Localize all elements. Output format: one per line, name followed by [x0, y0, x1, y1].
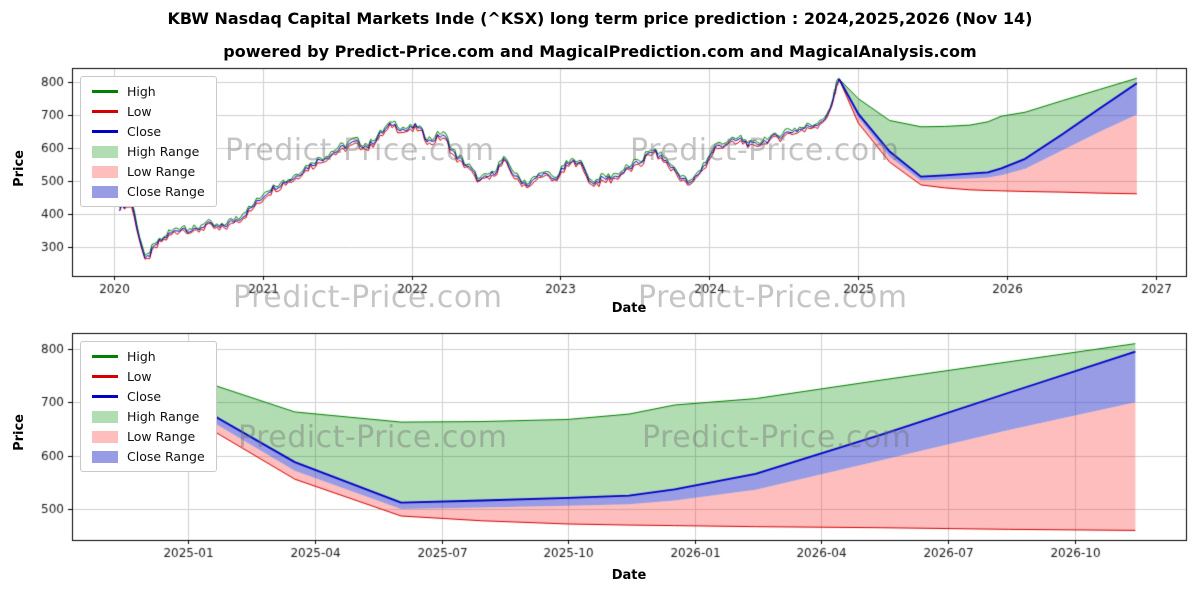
legend-swatch-close	[92, 395, 118, 398]
legend-item-low: Low	[92, 104, 205, 119]
legend-item-low: Low	[92, 369, 205, 384]
legend-swatch-low-range	[92, 430, 118, 443]
legend-label: Low	[127, 369, 152, 384]
legend-swatch-low-range	[92, 165, 118, 178]
legend-swatch-low	[92, 110, 118, 113]
legend-item-high-range: High Range	[92, 409, 205, 424]
legend-label: Close Range	[127, 184, 205, 199]
legend-swatch-close-range	[92, 185, 118, 198]
legend-item-close-range: Close Range	[92, 184, 205, 199]
legend-label: Close	[127, 389, 162, 404]
legend-swatch-high	[92, 90, 118, 93]
legend-label: Low Range	[127, 164, 196, 179]
legend-label: High Range	[127, 144, 200, 159]
legend-item-close-range: Close Range	[92, 449, 205, 464]
legend-overview: High Low Close High Range Low Range Close Ran…	[80, 76, 217, 207]
legend-label: Low	[127, 104, 152, 119]
chart-title: KBW Nasdaq Capital Markets Inde (^KSX) l…	[167, 9, 1033, 28]
y-axis-label-overview: Price	[12, 150, 27, 187]
legend-item-high: High	[92, 349, 205, 364]
legend-swatch-close	[92, 130, 118, 133]
legend-label: Close Range	[127, 449, 205, 464]
legend-label: High Range	[127, 409, 200, 424]
legend-label: Close	[127, 124, 162, 139]
legend-item-high-range: High Range	[92, 144, 205, 159]
legend-swatch-low	[92, 375, 118, 378]
y-axis-label-forecast: Price	[12, 414, 27, 451]
legend-label: High	[127, 349, 156, 364]
chart-subtitle: powered by Predict-Price.com and Magical…	[223, 42, 977, 61]
legend-label: Low Range	[127, 429, 196, 444]
legend-swatch-close-range	[92, 450, 118, 463]
x-axis-label-forecast: Date	[611, 568, 647, 583]
x-axis-label-overview: Date	[611, 301, 647, 316]
legend-item-low-range: Low Range	[92, 164, 205, 179]
legend-item-low-range: Low Range	[92, 429, 205, 444]
legend-item-close: Close	[92, 124, 205, 139]
legend-swatch-high-range	[92, 145, 118, 158]
legend-forecast: High Low Close High Range Low Range Close Ran…	[80, 341, 217, 472]
legend-swatch-high-range	[92, 410, 118, 423]
legend-swatch-high	[92, 355, 118, 358]
legend-item-high: High	[92, 84, 205, 99]
legend-label: High	[127, 84, 156, 99]
legend-item-close: Close	[92, 389, 205, 404]
